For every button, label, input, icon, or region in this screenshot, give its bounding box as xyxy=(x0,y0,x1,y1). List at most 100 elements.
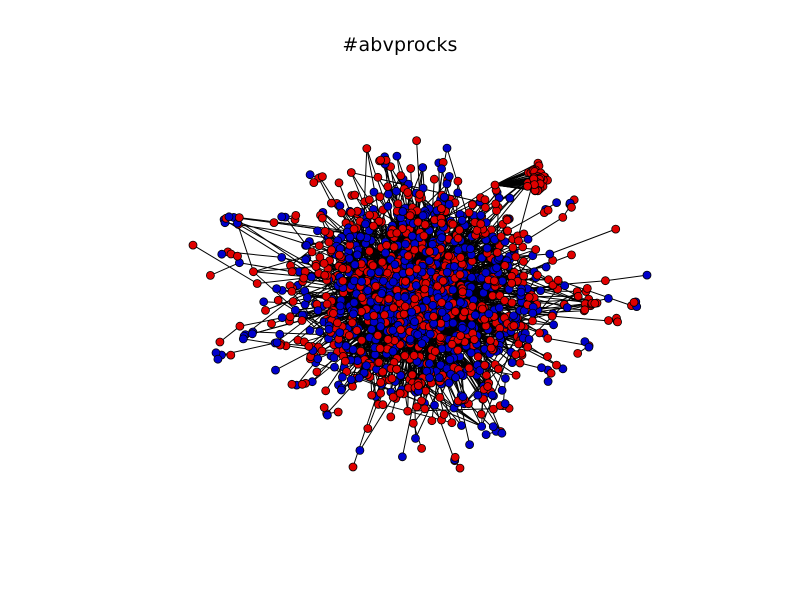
network-node-red xyxy=(291,210,301,220)
network-node-red xyxy=(252,279,262,288)
network-node-blue xyxy=(335,301,345,311)
network-edge xyxy=(318,177,332,204)
network-node-red xyxy=(552,360,561,370)
network-node-blue xyxy=(484,309,494,319)
network-node-red xyxy=(447,418,457,428)
network-node-red xyxy=(546,368,556,378)
network-node-blue xyxy=(523,234,533,244)
network-node-red xyxy=(456,331,465,341)
network-node-red xyxy=(269,218,279,228)
network-node-blue xyxy=(348,309,358,319)
network-node-red xyxy=(348,462,358,472)
network-node-blue xyxy=(277,313,287,323)
network-node-red xyxy=(429,312,439,321)
network-node-red xyxy=(375,192,385,202)
network-node-blue xyxy=(466,348,476,358)
network-node-red xyxy=(324,237,334,247)
network-node-blue xyxy=(487,390,497,400)
network-node-red xyxy=(412,402,422,412)
network-node-red xyxy=(492,248,502,257)
network-node-red xyxy=(317,172,327,182)
network-node-blue xyxy=(388,347,398,356)
network-node-red xyxy=(435,392,445,402)
network-node-blue xyxy=(341,341,351,351)
network-node-red xyxy=(410,294,420,304)
network-node-red xyxy=(307,247,317,257)
network-node-red xyxy=(438,276,448,286)
network-edge xyxy=(494,184,528,187)
network-node-blue xyxy=(549,320,558,330)
network-node-red xyxy=(509,321,519,331)
network-node-blue xyxy=(545,249,555,259)
network-edge xyxy=(359,396,394,451)
network-node-blue xyxy=(449,261,459,271)
network-node-red xyxy=(322,299,332,309)
network-node-red xyxy=(373,172,383,182)
network-node-blue xyxy=(348,345,358,355)
network-node-blue xyxy=(524,334,534,344)
network-node-red xyxy=(420,220,430,230)
network-node-blue xyxy=(374,267,384,277)
network-node-red xyxy=(547,311,557,321)
network-node-blue xyxy=(418,163,428,172)
network-node-blue xyxy=(272,338,282,348)
network-node-blue xyxy=(437,164,447,174)
network-node-red xyxy=(410,245,420,255)
network-node-blue xyxy=(451,373,461,382)
network-node-blue xyxy=(335,328,345,338)
network-node-blue xyxy=(477,421,487,431)
network-node-blue xyxy=(425,373,435,383)
network-node-blue xyxy=(500,399,510,409)
network-node-blue xyxy=(537,363,546,373)
network-node-blue xyxy=(407,307,417,317)
network-node-red xyxy=(420,284,430,294)
network-node-blue xyxy=(457,215,467,225)
network-node-blue xyxy=(442,179,452,189)
network-node-blue xyxy=(301,255,311,265)
network-node-red xyxy=(389,242,399,252)
network-node-red xyxy=(573,348,583,358)
network-edge xyxy=(507,208,546,232)
network-node-blue xyxy=(536,286,545,296)
network-node-red xyxy=(443,251,453,261)
network-node-blue xyxy=(439,192,449,202)
network-edge xyxy=(557,279,632,307)
network-node-red xyxy=(312,367,322,377)
network-node-red xyxy=(333,407,343,417)
network-node-red xyxy=(417,443,427,453)
network-node-red xyxy=(363,424,373,433)
network-node-red xyxy=(373,330,383,340)
network-node-red xyxy=(350,190,360,200)
network-node-red xyxy=(543,205,553,215)
network-node-red xyxy=(514,339,523,349)
network-node-red xyxy=(376,377,386,387)
network-node-red xyxy=(419,231,429,241)
network-node-red xyxy=(405,211,415,221)
network-node-red xyxy=(334,250,344,260)
network-node-red xyxy=(420,404,430,414)
network-node-red xyxy=(412,264,422,274)
network-node-blue xyxy=(497,428,507,438)
network-node-red xyxy=(340,356,350,366)
network-node-red xyxy=(464,363,474,373)
network-node-blue xyxy=(391,186,401,196)
network-node-red xyxy=(367,390,377,400)
network-edge xyxy=(236,223,254,272)
network-node-red xyxy=(427,416,437,426)
network-node-red xyxy=(447,339,457,349)
network-node-red xyxy=(514,236,523,246)
network-node-red xyxy=(455,463,465,473)
network-node-red xyxy=(488,404,498,414)
network-node-red xyxy=(409,351,419,360)
network-node-red xyxy=(387,374,397,383)
network-node-red xyxy=(392,228,402,238)
network-node-red xyxy=(528,316,537,326)
network-node-red xyxy=(601,276,610,286)
network-node-red xyxy=(515,358,525,368)
network-node-blue xyxy=(346,375,356,385)
network-node-red xyxy=(403,406,413,416)
network-edge xyxy=(257,277,304,284)
network-node-blue xyxy=(642,270,652,280)
network-node-red xyxy=(327,245,336,255)
